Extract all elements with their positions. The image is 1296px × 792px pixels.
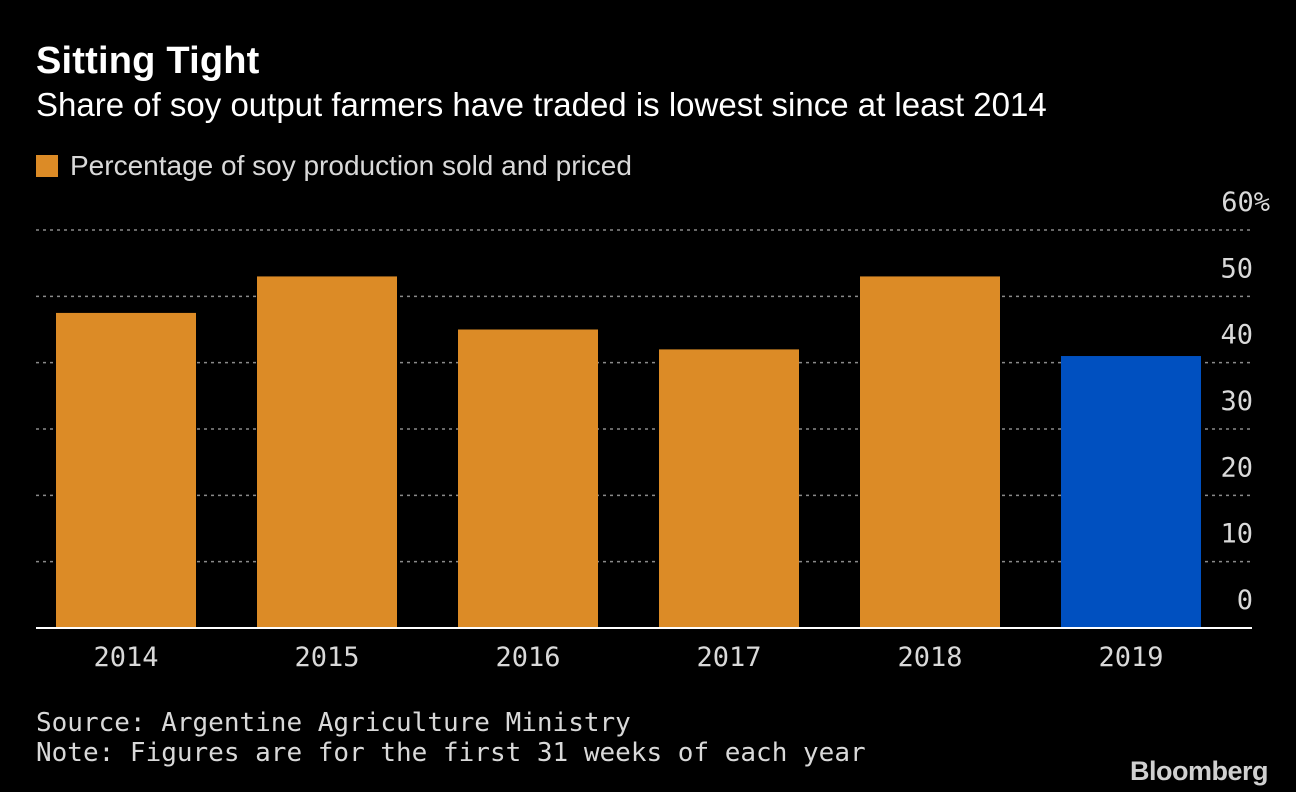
bars xyxy=(56,276,1201,628)
y-tick-label-40: 40 xyxy=(1220,320,1253,351)
y-tick-label-20: 20 xyxy=(1220,452,1253,483)
x-tick-label-2014: 2014 xyxy=(93,642,158,673)
bar-2016 xyxy=(458,329,598,628)
y-tick-label-10: 10 xyxy=(1220,519,1253,550)
x-tick-label-2018: 2018 xyxy=(897,642,962,673)
x-tick-labels: 2014 2015 2016 2017 2018 2019 xyxy=(93,642,1163,673)
y-tick-label-50: 50 xyxy=(1220,253,1253,284)
x-tick-label-2015: 2015 xyxy=(294,642,359,673)
bar-2018 xyxy=(860,276,1000,628)
legend-swatch xyxy=(36,155,58,177)
chart-title: Sitting Tight xyxy=(36,40,260,82)
y-tick-label-30: 30 xyxy=(1220,386,1253,417)
x-tick-label-2019: 2019 xyxy=(1098,642,1163,673)
source-note: Source: Argentine Agriculture Ministry xyxy=(36,708,631,738)
y-tick-label-60: 60% xyxy=(1221,187,1270,218)
bar-2014 xyxy=(56,312,196,628)
bar-2019 xyxy=(1061,356,1201,628)
chart-legend: Percentage of soy production sold and pr… xyxy=(36,150,632,182)
figures-note: Note: Figures are for the first 31 weeks… xyxy=(36,738,866,768)
y-tick-label-0: 0 xyxy=(1237,585,1253,616)
x-tick-label-2016: 2016 xyxy=(495,642,560,673)
x-tick-label-2017: 2017 xyxy=(696,642,761,673)
bar-2015 xyxy=(257,276,397,628)
chart-subtitle: Share of soy output farmers have traded … xyxy=(36,86,1047,123)
y-tick-labels: 0 10 20 30 40 50 60% xyxy=(1220,187,1270,616)
legend-label: Percentage of soy production sold and pr… xyxy=(70,150,632,181)
bloomberg-logo: Bloomberg xyxy=(1129,756,1269,786)
bar-2017 xyxy=(659,349,799,628)
